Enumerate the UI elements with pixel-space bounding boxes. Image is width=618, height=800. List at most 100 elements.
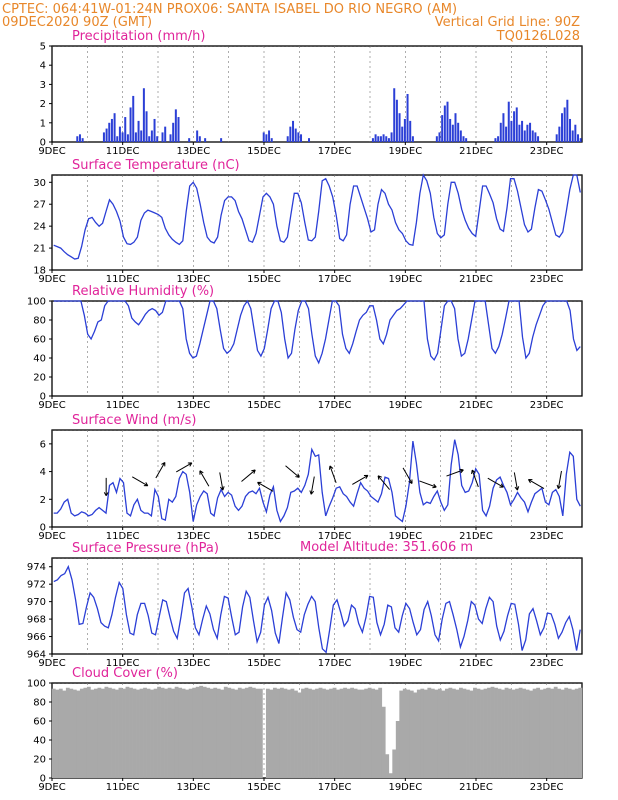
precip-bar bbox=[462, 136, 465, 142]
plot-frame bbox=[51, 45, 583, 143]
x-tick-label: 13DEC bbox=[176, 146, 210, 157]
y-tick-label: 80 bbox=[33, 316, 46, 327]
cloud-bar bbox=[473, 687, 477, 778]
cloud-bar bbox=[244, 687, 249, 778]
precip-bar bbox=[294, 128, 297, 142]
precip-bar bbox=[502, 113, 505, 142]
cloud-bar bbox=[416, 689, 421, 778]
cloud-bar bbox=[557, 688, 562, 778]
cloud-bar bbox=[227, 687, 232, 778]
cloud-bar bbox=[153, 688, 158, 778]
cloud-bar bbox=[430, 688, 435, 778]
cloud-bar bbox=[146, 688, 151, 778]
cloud-bar bbox=[188, 688, 193, 778]
cloud-bar bbox=[129, 687, 133, 778]
cloud-bar bbox=[385, 754, 390, 778]
cloud-bar bbox=[195, 686, 200, 778]
cloud-bar bbox=[93, 688, 98, 778]
cloud-bar bbox=[202, 686, 207, 778]
x-tick-label: 13DEC bbox=[176, 531, 210, 542]
precip-bar bbox=[292, 120, 295, 142]
wind-arrow bbox=[419, 480, 437, 489]
precip-bar bbox=[78, 134, 81, 142]
header-grid-line: Vertical Grid Line: 90Z bbox=[435, 15, 580, 30]
precip-bar bbox=[105, 128, 108, 142]
precip-bar bbox=[513, 111, 516, 142]
precip-bar bbox=[518, 124, 521, 142]
cloud-bar bbox=[480, 689, 484, 778]
cloud-bar bbox=[318, 687, 323, 778]
cloud-bar bbox=[265, 688, 270, 778]
cloud-bar bbox=[199, 685, 204, 778]
y-tick-label: 18 bbox=[33, 266, 46, 277]
x-tick-label: 19DEC bbox=[388, 531, 422, 542]
precip-bar bbox=[289, 126, 292, 142]
cloud-bar bbox=[427, 687, 432, 778]
cloud-bar bbox=[483, 688, 488, 778]
wind-arrow bbox=[103, 477, 109, 497]
precip-bar bbox=[441, 115, 444, 142]
cloud-bar bbox=[367, 687, 372, 778]
precip-bar bbox=[297, 132, 300, 142]
precip-bar bbox=[129, 107, 132, 142]
cloud-bar bbox=[381, 706, 386, 778]
y-tick-label: 4 bbox=[40, 467, 46, 478]
x-tick-label: 15DEC bbox=[247, 658, 281, 669]
precip-bar bbox=[537, 136, 540, 142]
x-tick-label: 11DEC bbox=[106, 400, 140, 411]
precip-bar bbox=[395, 99, 398, 142]
y-tick-label: 4 bbox=[40, 61, 46, 72]
cloud-bar bbox=[374, 689, 379, 778]
wind-arrow bbox=[556, 470, 562, 490]
x-tick-label: 13DEC bbox=[176, 782, 210, 793]
panel-title: Relative Humidity (%) bbox=[72, 284, 214, 299]
panel-title: Surface Temperature (nC) bbox=[72, 158, 240, 173]
cloud-bar bbox=[269, 689, 274, 778]
precip-bar bbox=[566, 99, 569, 142]
cloud-bar bbox=[543, 688, 548, 778]
cloud-bar bbox=[136, 689, 140, 778]
cloud-bar bbox=[567, 688, 572, 778]
y-tick-label: 968 bbox=[27, 615, 46, 626]
precip-bar bbox=[196, 130, 199, 142]
precip-bar bbox=[494, 138, 497, 142]
wind-arrow bbox=[471, 469, 479, 488]
cloud-bar bbox=[283, 688, 288, 778]
y-tick-label: 1 bbox=[40, 118, 46, 129]
precip-bar bbox=[126, 134, 129, 142]
cloud-bar bbox=[364, 688, 369, 778]
cloud-bar bbox=[451, 688, 456, 778]
precip-bar bbox=[403, 118, 406, 142]
cloud-bar bbox=[469, 690, 474, 778]
precip-bar bbox=[435, 136, 438, 142]
precip-bar bbox=[393, 88, 396, 142]
wind-arrow bbox=[199, 470, 210, 487]
x-tick-label: 17DEC bbox=[318, 146, 352, 157]
precip-bar bbox=[142, 88, 145, 142]
y-tick-label: 20 bbox=[33, 755, 46, 766]
y-tick-label: 970 bbox=[27, 597, 46, 608]
cloud-bar bbox=[395, 721, 400, 778]
cloud-bar bbox=[490, 686, 495, 778]
precip-bar bbox=[571, 130, 574, 142]
cloud-bar bbox=[258, 688, 263, 778]
cloud-bar bbox=[100, 688, 105, 778]
cloud-bar bbox=[97, 687, 102, 778]
cloud-bar bbox=[132, 688, 137, 778]
y-tick-label: 974 bbox=[27, 562, 46, 573]
wind-arrow bbox=[176, 462, 193, 473]
precip-bar bbox=[177, 117, 180, 142]
y-tick-label: 80 bbox=[33, 698, 46, 709]
cloud-bar bbox=[90, 689, 95, 778]
cloud-bar bbox=[58, 688, 63, 778]
cloud-bar bbox=[118, 687, 123, 778]
y-tick-label: 60 bbox=[33, 335, 46, 346]
cloud-bar bbox=[392, 749, 397, 778]
precip-bar bbox=[558, 126, 561, 142]
plot-frame bbox=[51, 429, 583, 528]
cloud-bar bbox=[122, 688, 126, 778]
cloud-bar bbox=[529, 690, 534, 778]
cloud-bar bbox=[111, 688, 116, 778]
cloud-bar bbox=[574, 688, 579, 778]
precip-bar bbox=[459, 130, 462, 142]
